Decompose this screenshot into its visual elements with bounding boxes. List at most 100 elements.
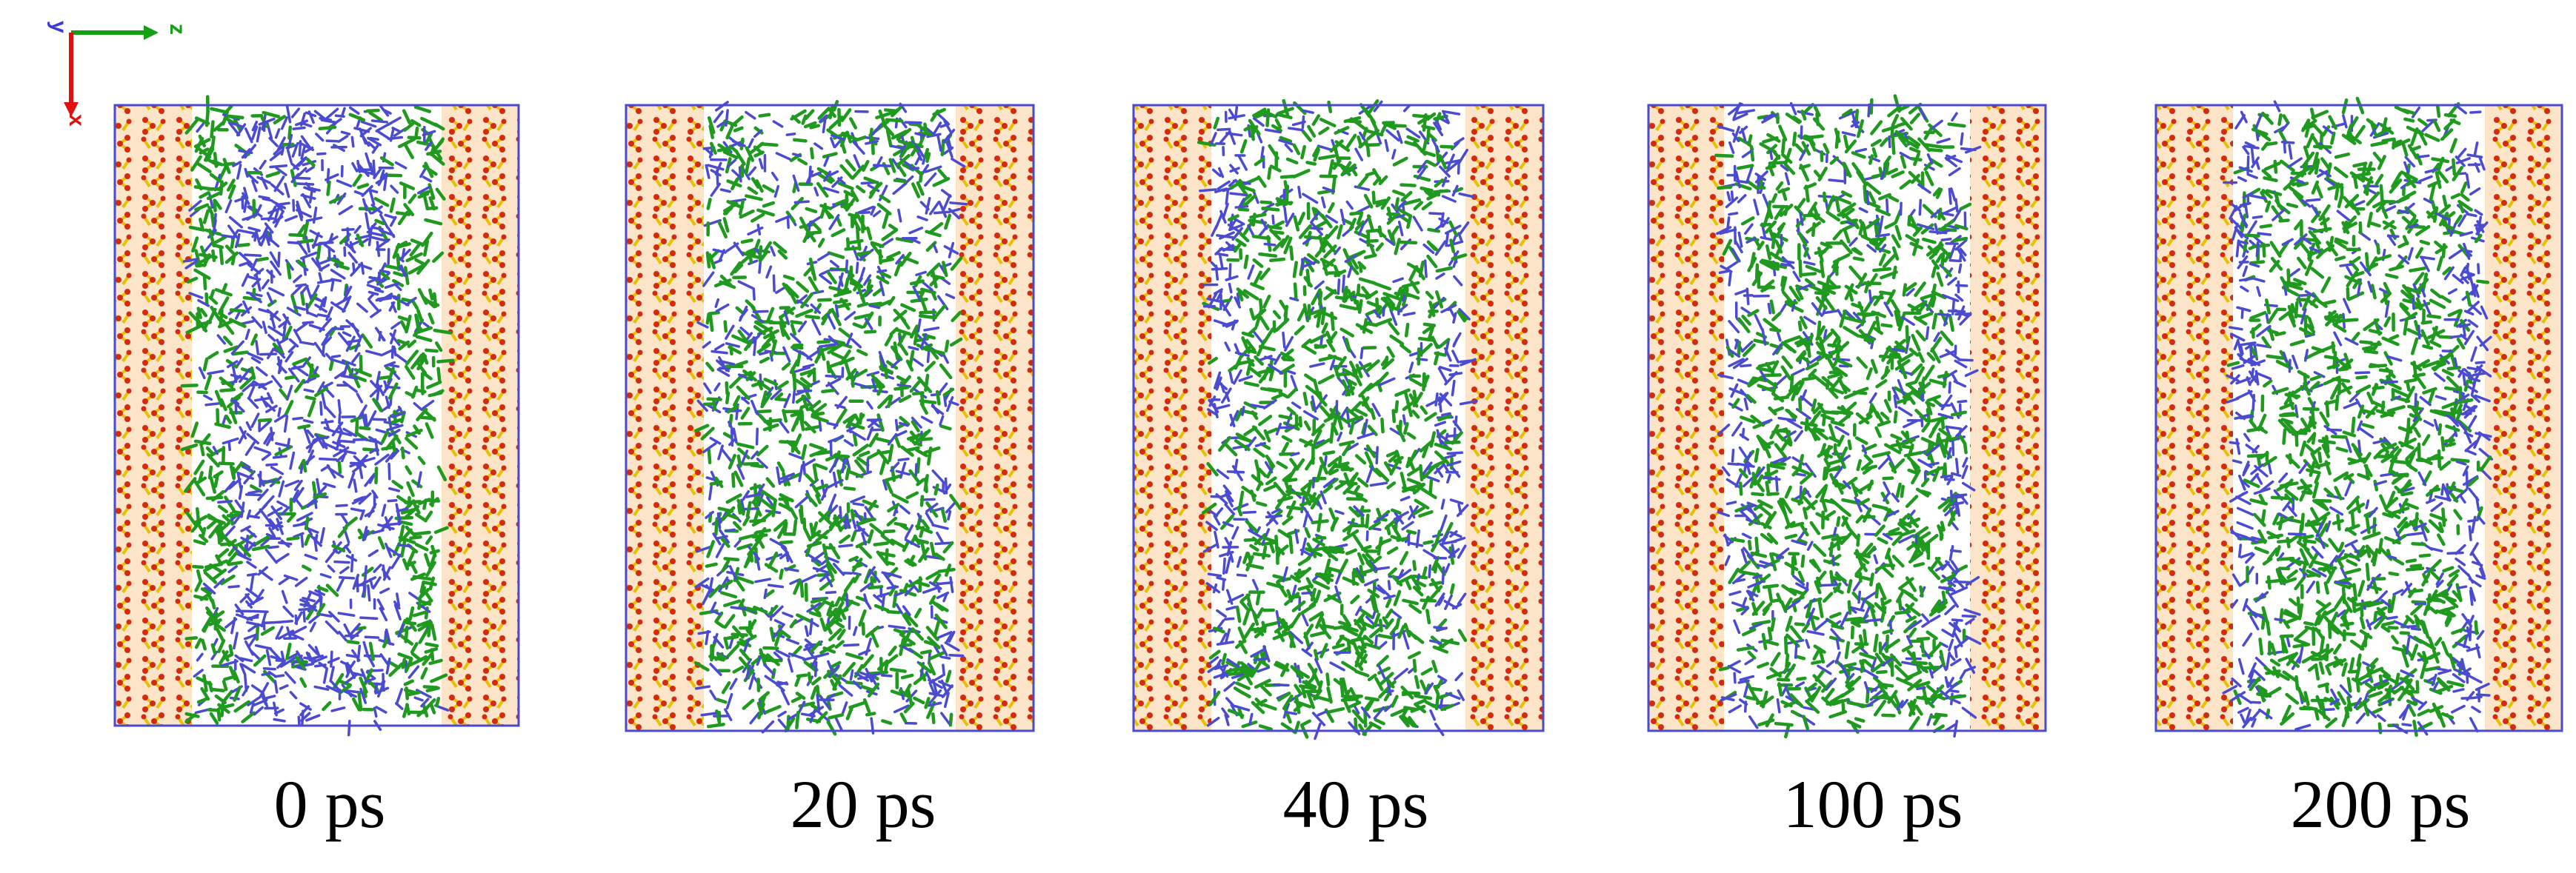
green-molecule xyxy=(1327,594,1342,604)
green-molecule xyxy=(423,239,430,257)
blue-molecule xyxy=(367,141,376,150)
green-molecule xyxy=(793,578,802,595)
green-molecule xyxy=(214,694,227,705)
blue-molecule xyxy=(330,354,342,358)
blue-molecule xyxy=(330,358,347,365)
green-molecule xyxy=(754,409,772,414)
green-molecule xyxy=(207,515,226,525)
green-molecule xyxy=(1412,658,1417,673)
blue-molecule xyxy=(725,692,733,710)
green-molecule xyxy=(1863,507,1872,523)
blue-molecule xyxy=(1322,186,1336,193)
blue-molecule xyxy=(1257,666,1271,673)
blue-molecule xyxy=(929,201,940,215)
green-molecule xyxy=(432,251,445,263)
green-molecule xyxy=(1386,346,1395,358)
green-molecule xyxy=(1386,481,1397,489)
blue-molecule xyxy=(330,650,333,668)
blue-molecule xyxy=(914,154,922,166)
green-molecule xyxy=(837,287,850,294)
blue-molecule xyxy=(327,564,336,573)
blue-molecule xyxy=(758,259,762,274)
blue-molecule xyxy=(1435,272,1445,280)
blue-molecule xyxy=(1297,185,1302,199)
green-molecule xyxy=(1233,686,1245,695)
green-molecule xyxy=(1372,176,1382,186)
blue-molecule xyxy=(305,165,315,173)
blue-molecule xyxy=(716,512,722,529)
blue-molecule xyxy=(1441,412,1451,417)
blue-molecule xyxy=(841,701,848,715)
green-molecule xyxy=(1254,157,1265,167)
blue-molecule xyxy=(254,643,273,650)
blue-molecule xyxy=(772,120,784,128)
green-molecule xyxy=(949,493,962,511)
blue-molecule xyxy=(358,464,364,479)
green-molecule xyxy=(1355,362,1372,372)
green-molecule xyxy=(1959,202,1972,211)
blue-molecule xyxy=(1402,312,1416,317)
blue-molecule xyxy=(928,689,942,705)
blue-molecule xyxy=(391,411,406,418)
green-molecule xyxy=(895,328,911,336)
green-molecule xyxy=(407,193,417,204)
green-molecule xyxy=(1286,387,1298,399)
green-molecule xyxy=(1335,372,1351,377)
green-molecule xyxy=(1228,361,1242,372)
green-molecule xyxy=(1851,591,1861,601)
blue-molecule xyxy=(936,134,942,152)
green-molecule xyxy=(1893,410,1898,424)
blue-molecule xyxy=(802,461,806,475)
blue-molecule xyxy=(407,665,420,679)
green-molecule xyxy=(1412,586,1424,597)
blue-molecule xyxy=(244,127,253,144)
blue-molecule xyxy=(251,315,263,329)
green-molecule xyxy=(862,698,871,714)
blue-molecule xyxy=(296,209,313,218)
green-molecule xyxy=(694,424,710,432)
blue-molecule xyxy=(895,603,903,615)
green-molecule xyxy=(293,378,306,393)
green-molecule xyxy=(919,171,923,183)
green-molecule xyxy=(426,380,442,389)
blue-molecule xyxy=(312,655,327,664)
green-molecule xyxy=(1342,689,1351,702)
green-molecule xyxy=(1834,572,1847,583)
blue-molecule xyxy=(1373,513,1389,524)
blue-molecule xyxy=(1228,178,1237,187)
green-molecule xyxy=(794,675,802,687)
blue-molecule xyxy=(388,486,401,492)
blue-molecule xyxy=(1377,584,1391,598)
green-molecule xyxy=(758,245,763,260)
blue-molecule xyxy=(353,190,364,196)
green-molecule xyxy=(415,335,433,343)
green-molecule xyxy=(427,621,432,638)
green-molecule xyxy=(751,238,761,257)
green-molecule xyxy=(902,541,910,552)
blue-molecule xyxy=(890,461,900,472)
blue-molecule xyxy=(819,695,831,709)
green-molecule xyxy=(1291,600,1306,612)
blue-molecule xyxy=(1374,635,1378,647)
blue-molecule xyxy=(931,403,939,415)
blue-molecule xyxy=(1422,549,1439,560)
green-molecule xyxy=(1894,224,1903,241)
green-molecule xyxy=(1315,572,1334,578)
blue-molecule xyxy=(367,188,379,194)
blue-molecule xyxy=(286,307,302,317)
green-molecule xyxy=(1251,700,1265,715)
blue-molecule xyxy=(915,270,928,276)
green-molecule xyxy=(379,156,394,167)
blue-molecule xyxy=(302,321,314,324)
green-molecule xyxy=(757,702,765,720)
green-molecule xyxy=(883,364,888,380)
blue-molecule xyxy=(1442,432,1449,449)
blue-molecule xyxy=(779,552,789,560)
blue-molecule xyxy=(242,465,253,472)
green-molecule xyxy=(1747,650,1757,660)
blue-molecule xyxy=(1259,355,1273,361)
green-molecule xyxy=(1794,143,1805,155)
blue-molecule xyxy=(258,195,270,200)
blue-molecule xyxy=(902,645,914,654)
green-molecule xyxy=(1740,216,1755,226)
